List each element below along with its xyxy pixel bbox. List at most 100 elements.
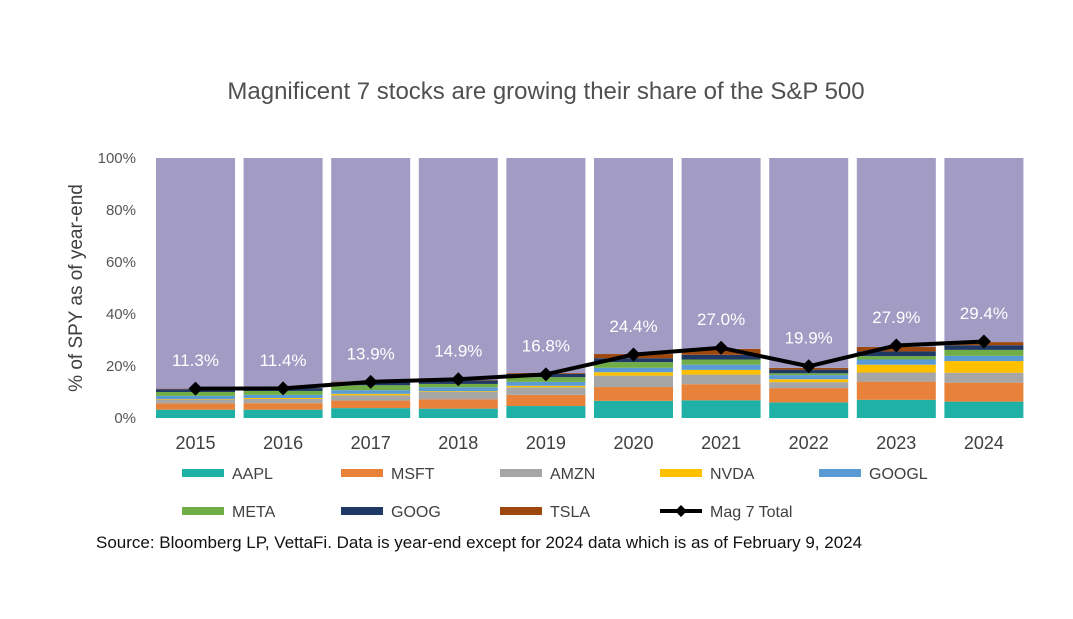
- line-marker-mag7-total: [276, 381, 291, 396]
- bar-remainder-2019: [506, 158, 586, 374]
- bar-segment-msft-2019: [506, 394, 586, 407]
- line-marker-mag7-total: [451, 372, 466, 387]
- legend-swatch-amzn: [500, 469, 542, 477]
- x-tick-label: 2019: [526, 433, 566, 453]
- y-tick-label: 80%: [106, 202, 136, 219]
- bar-segment-goog-2021: [681, 354, 761, 360]
- line-marker-mag7-total: [714, 340, 729, 355]
- bar-segment-meta-2020: [594, 362, 673, 368]
- bar-segment-aapl-2015: [156, 409, 235, 418]
- legend-label: AMZN: [550, 466, 595, 483]
- bar-remainder-2024: [944, 158, 1024, 343]
- bar-remainder-2020: [594, 158, 673, 355]
- data-label-total: 14.9%: [434, 342, 482, 361]
- data-label-total: 11.4%: [260, 351, 307, 370]
- bar-segment-nvda-2022: [769, 379, 849, 383]
- bar-segment-nvda-2019: [506, 385, 586, 388]
- legend-label: Mag 7 Total: [710, 504, 792, 521]
- y-tick-label: 0%: [114, 410, 136, 427]
- legend-swatch-meta: [182, 507, 224, 515]
- bar-remainder-2022: [769, 158, 849, 368]
- legend-swatch-googl: [819, 469, 861, 477]
- bar-segment-amzn-2021: [681, 374, 761, 385]
- x-tick-label: 2017: [351, 433, 391, 453]
- bar-segment-amzn-2020: [594, 375, 673, 388]
- y-tick-label: 40%: [106, 306, 136, 323]
- bar-segment-amzn-2016: [243, 399, 323, 404]
- line-mag7-total: [195, 339, 984, 391]
- bar-segment-msft-2016: [243, 403, 323, 410]
- bar-remainder-2018: [418, 158, 498, 381]
- bar-segment-aapl-2022: [769, 402, 849, 418]
- bar-segment-aapl-2018: [418, 408, 498, 418]
- bar-segment-nvda-2017: [331, 393, 411, 396]
- x-tick-label: 2020: [613, 433, 653, 453]
- x-tick-label: 2024: [964, 433, 1004, 453]
- bar-segment-meta-2023: [856, 356, 936, 360]
- y-tick-label: 60%: [106, 254, 136, 271]
- bar-segment-meta-2024: [944, 349, 1024, 356]
- x-tick-label: 2021: [701, 433, 741, 453]
- bar-segment-aapl-2023: [856, 399, 936, 418]
- bar-segment-msft-2018: [418, 399, 498, 409]
- bar-segment-aapl-2019: [506, 406, 586, 418]
- legend-label: META: [232, 504, 276, 521]
- line-marker-mag7-total: [801, 359, 816, 374]
- bar-segment-amzn-2023: [856, 372, 936, 382]
- bar-segment-amzn-2015: [156, 399, 235, 404]
- legend-label: TSLA: [550, 504, 590, 521]
- bar-segment-msft-2023: [856, 381, 936, 400]
- legend-swatch-tsla: [500, 507, 542, 515]
- bar-segment-msft-2022: [769, 388, 849, 403]
- x-tick-label: 2023: [876, 433, 916, 453]
- legend-label: GOOGL: [869, 466, 928, 483]
- bar-segment-googl-2022: [769, 375, 849, 380]
- legend-marker-mag7-total: [675, 505, 687, 517]
- bar-segment-nvda-2015: [156, 399, 235, 400]
- bar-segment-googl-2017: [331, 390, 411, 394]
- data-label-total: 27.9%: [872, 308, 920, 327]
- bar-remainder-2015: [156, 158, 235, 389]
- bar-segment-nvda-2024: [944, 361, 1024, 373]
- data-label-total: 11.3%: [172, 351, 219, 370]
- bar-segment-amzn-2024: [944, 372, 1024, 383]
- bar-segment-nvda-2016: [243, 397, 323, 400]
- line-marker-mag7-total: [363, 374, 378, 389]
- data-label-total: 29.4%: [960, 304, 1008, 323]
- x-tick-label: 2016: [263, 433, 303, 453]
- bar-segment-googl-2018: [418, 387, 498, 392]
- bar-segment-goog-2023: [856, 351, 936, 357]
- data-label-total: 27.0%: [697, 310, 745, 329]
- legend-label: AAPL: [232, 466, 273, 483]
- bar-remainder-2017: [331, 158, 411, 382]
- legend-swatch-aapl: [182, 469, 224, 477]
- bar-segment-aapl-2024: [944, 401, 1024, 418]
- data-label-total: 19.9%: [785, 329, 833, 348]
- x-tick-label: 2022: [789, 433, 829, 453]
- legend-swatch-msft: [341, 469, 383, 477]
- bar-segment-msft-2021: [681, 384, 761, 401]
- x-tick-label: 2018: [438, 433, 478, 453]
- legend-swatch-goog: [341, 507, 383, 515]
- line-marker-mag7-total: [188, 381, 203, 396]
- y-tick-label: 20%: [106, 358, 136, 375]
- y-tick-label: 100%: [98, 150, 136, 167]
- bar-segment-nvda-2021: [681, 369, 761, 375]
- bar-remainder-2021: [681, 158, 761, 349]
- x-tick-label: 2015: [175, 433, 215, 453]
- data-label-total: 16.8%: [522, 337, 570, 356]
- y-axis-label: % of SPY as of year-end: [66, 184, 87, 392]
- legend-swatch-nvda: [660, 469, 702, 477]
- bar-segment-amzn-2017: [331, 395, 411, 401]
- bar-segment-aapl-2017: [331, 408, 411, 418]
- bar-remainder-2023: [856, 158, 936, 348]
- line-marker-mag7-total: [976, 334, 991, 349]
- bar-segment-meta-2022: [769, 373, 849, 376]
- bar-segment-googl-2021: [681, 364, 761, 370]
- chart-title: Magnificent 7 stocks are growing their s…: [227, 78, 864, 105]
- bar-segment-googl-2019: [506, 381, 586, 386]
- bar-segment-amzn-2022: [769, 382, 849, 389]
- bar-segment-nvda-2020: [594, 372, 673, 376]
- bar-segment-amzn-2019: [506, 387, 586, 395]
